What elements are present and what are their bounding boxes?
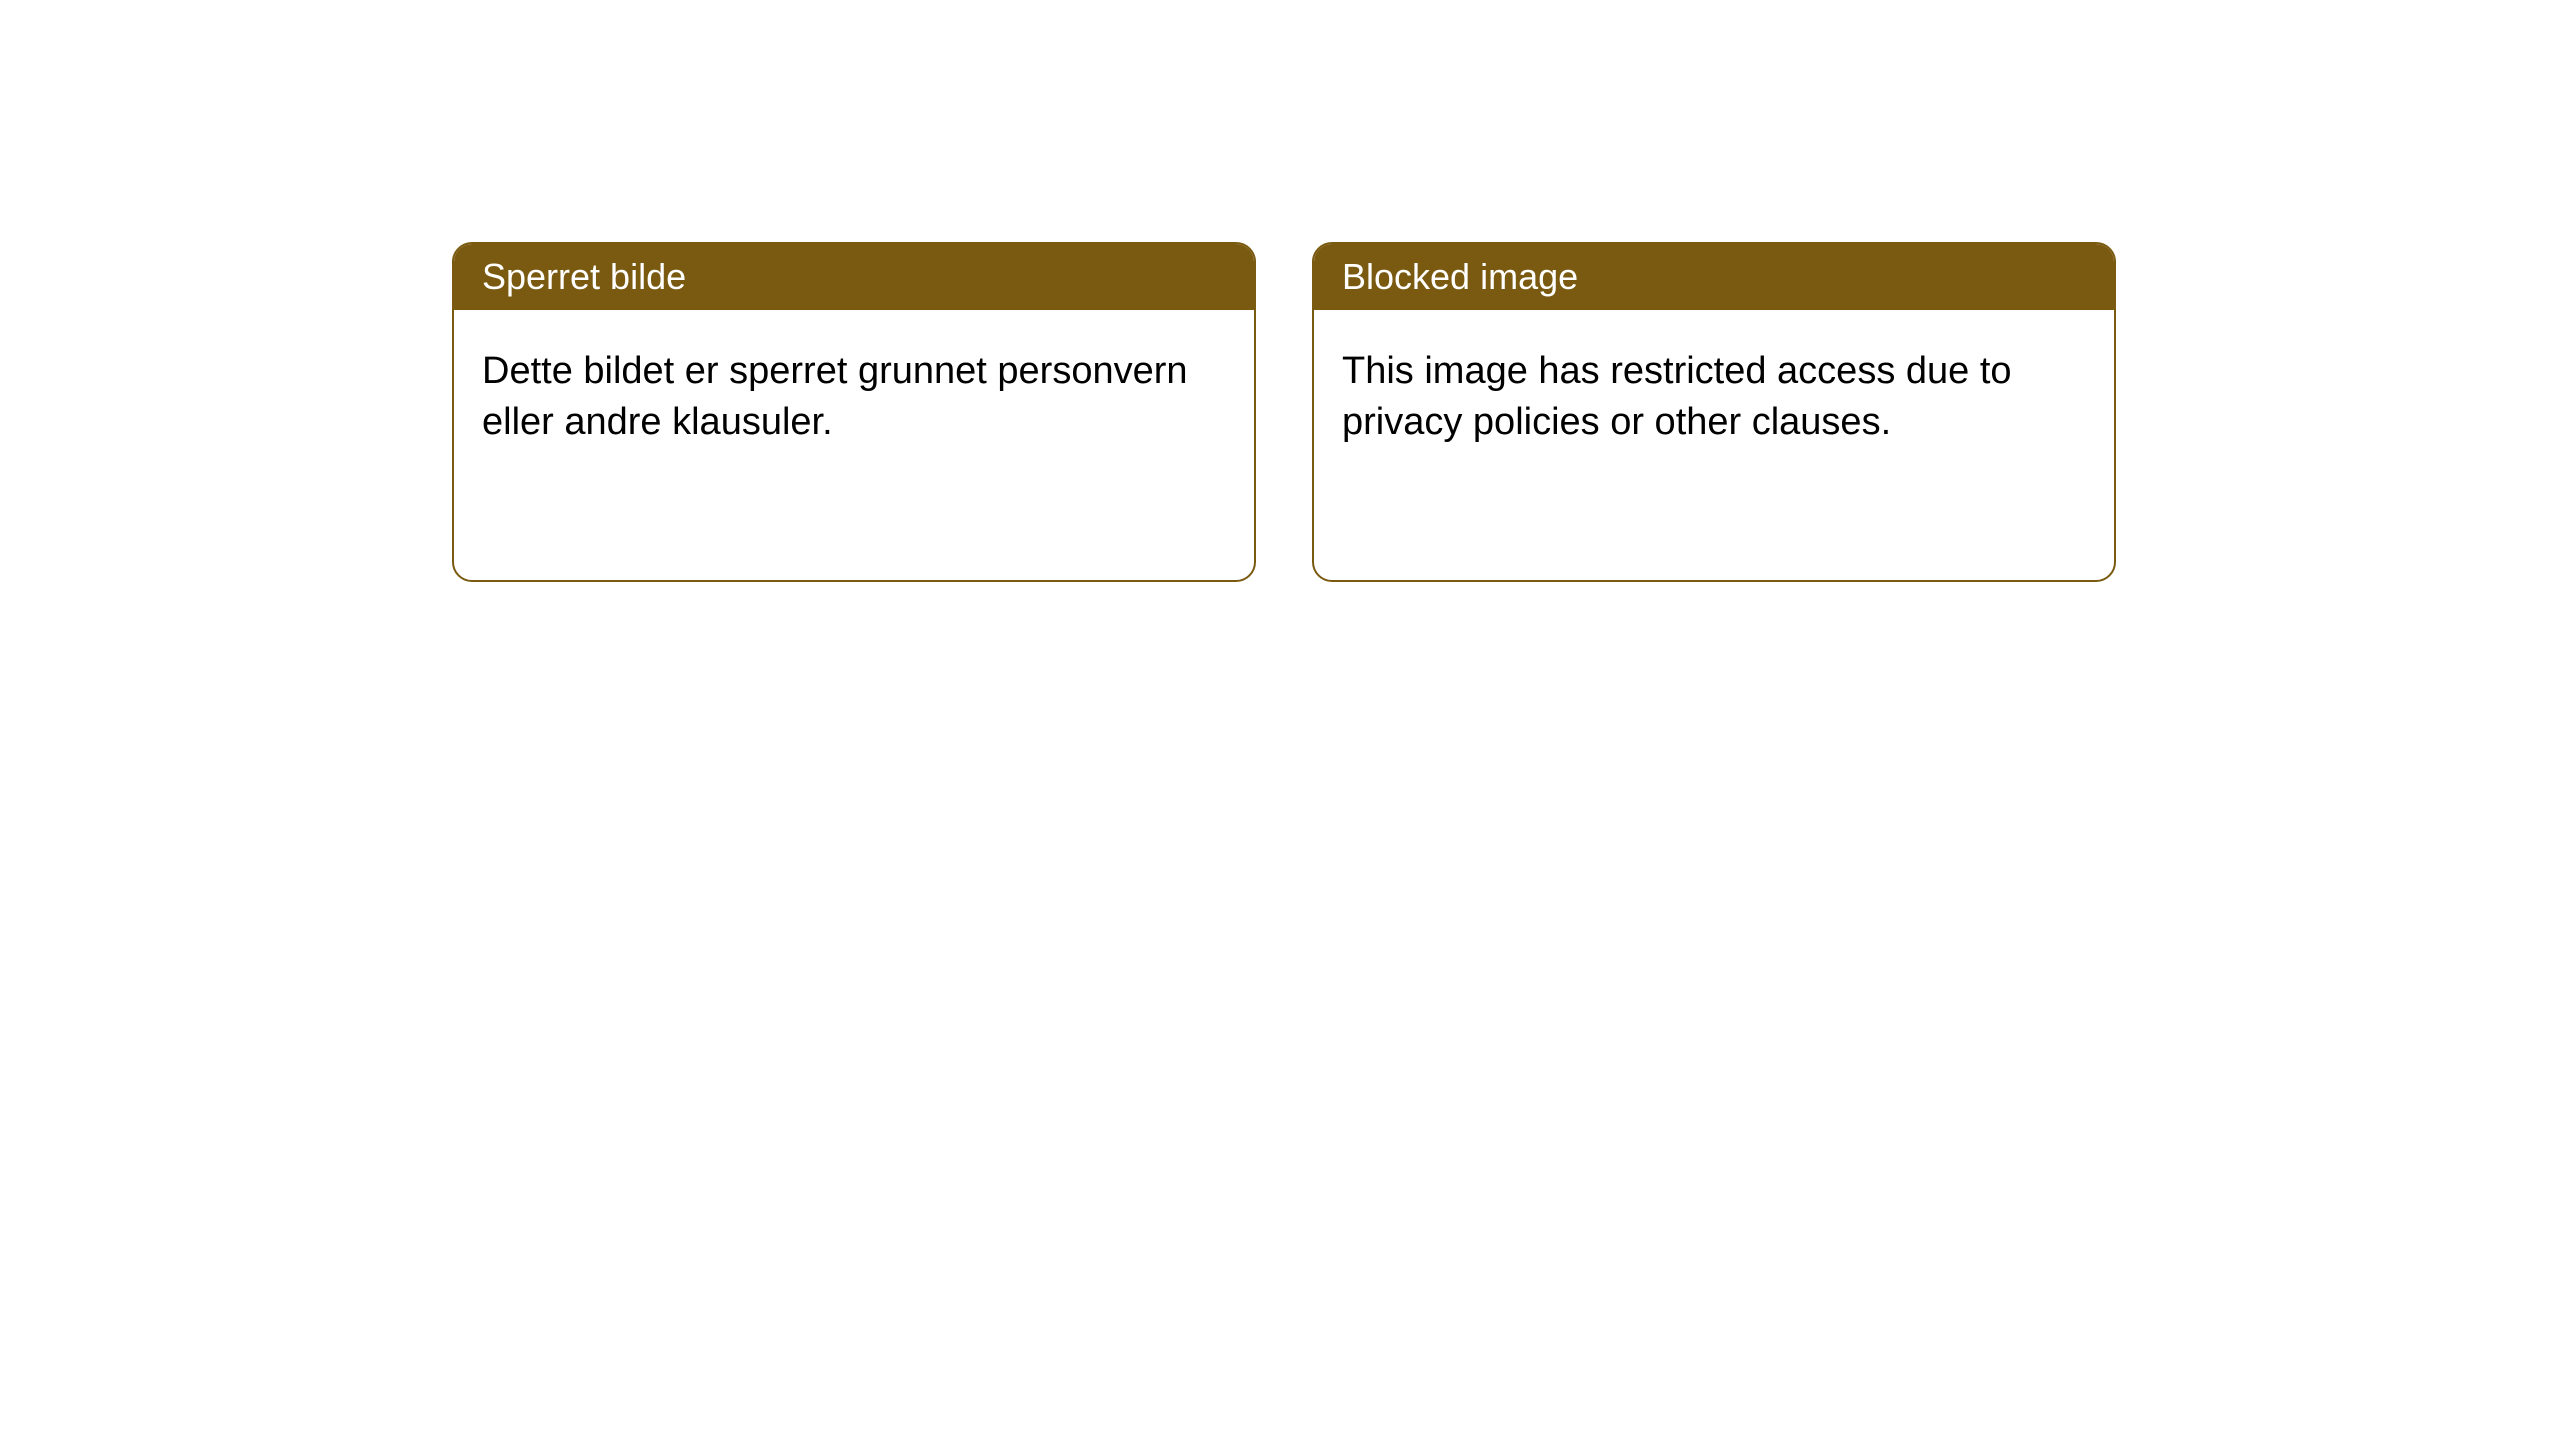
notice-container: Sperret bilde Dette bildet er sperret gr…	[0, 0, 2560, 582]
notice-body: This image has restricted access due to …	[1314, 310, 2114, 580]
notice-body: Dette bildet er sperret grunnet personve…	[454, 310, 1254, 580]
notice-title: Sperret bilde	[454, 244, 1254, 310]
notice-card-english: Blocked image This image has restricted …	[1312, 242, 2116, 582]
notice-card-norwegian: Sperret bilde Dette bildet er sperret gr…	[452, 242, 1256, 582]
notice-title: Blocked image	[1314, 244, 2114, 310]
